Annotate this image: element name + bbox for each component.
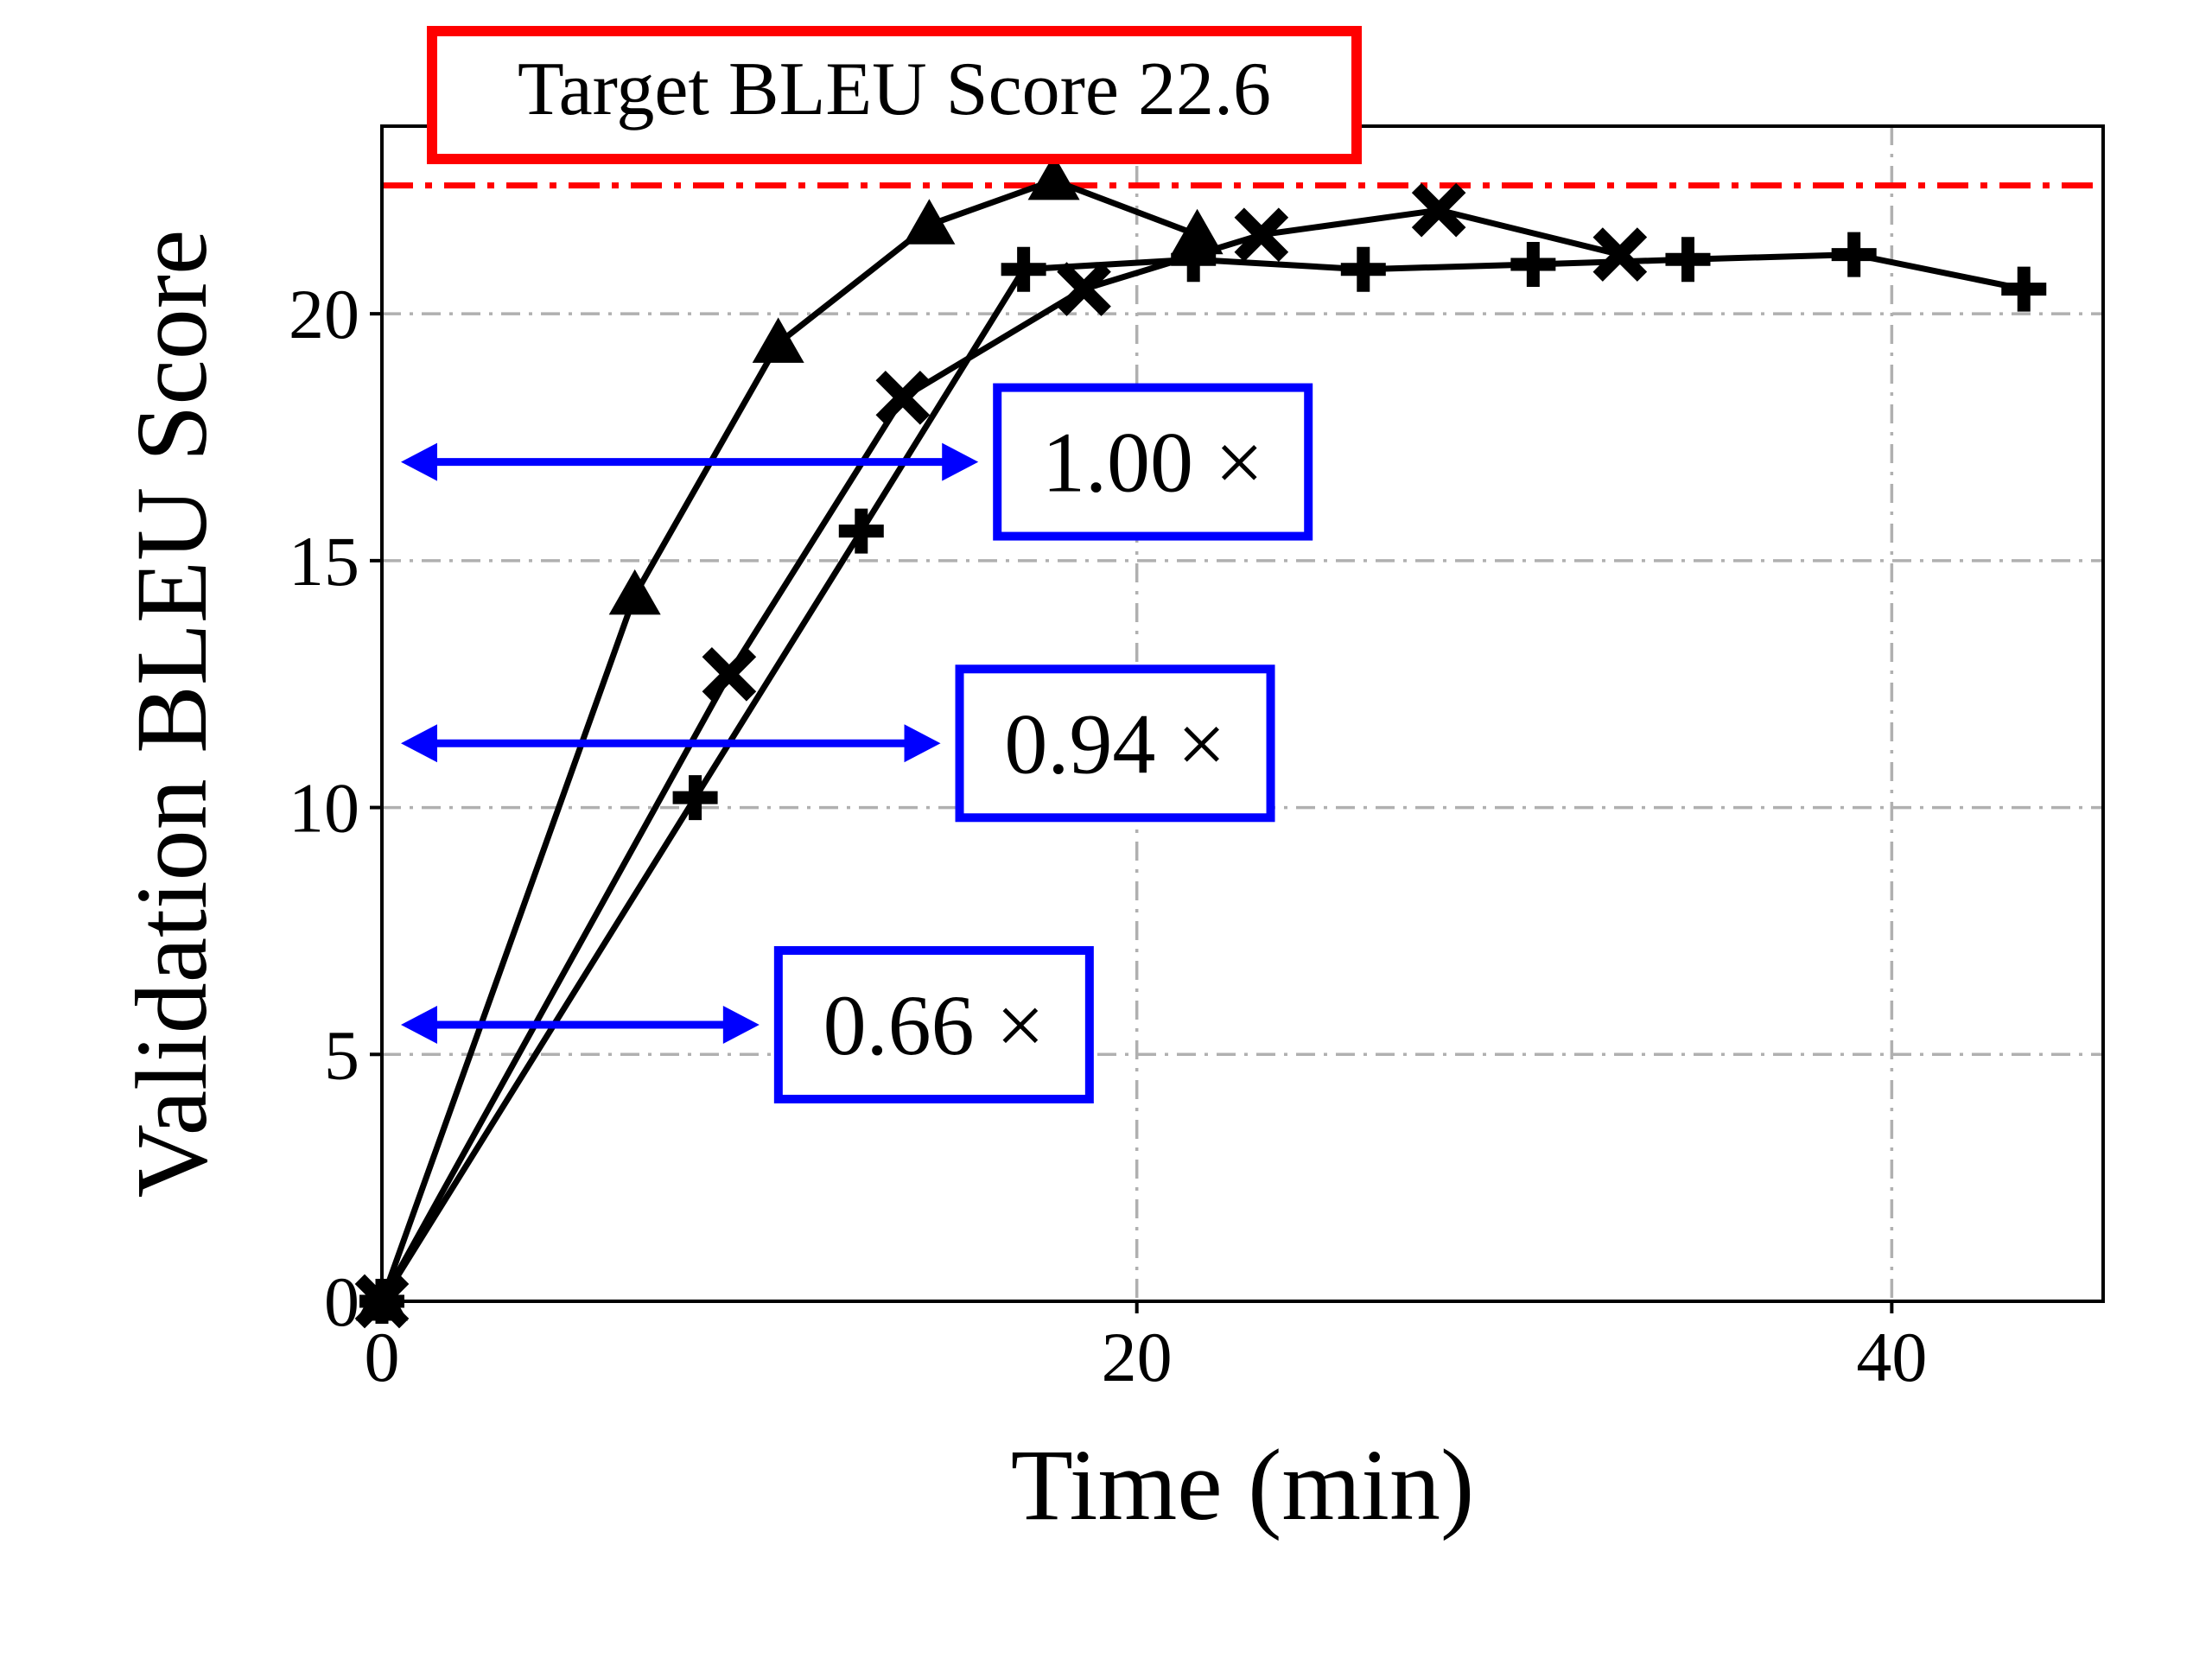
annotation-group: 1.00 × 0.94 × 0.66 × [401, 383, 1313, 1103]
plus-marker [1171, 237, 1217, 283]
x-tick-label: 0 [365, 1318, 400, 1396]
series-line-plus [379, 251, 2024, 1303]
grid [382, 126, 2103, 1301]
plus-marker [672, 775, 718, 821]
triangle-marker [1171, 208, 1224, 255]
annotation-box [993, 383, 1313, 541]
series-group [354, 154, 2047, 1329]
annotation-label: 1.00 × [1042, 415, 1263, 511]
annotation-arrow-left-head [401, 1006, 437, 1044]
plus-marker [1001, 246, 1046, 292]
ticks: 0 20 40 0 5 10 15 20 [289, 275, 1927, 1396]
annotation-box [955, 664, 1275, 823]
triangle-marker [608, 569, 661, 615]
y-tick-label: 10 [289, 769, 359, 848]
plus-marker [1831, 232, 1877, 277]
annotation-arrow-left-head [401, 724, 437, 763]
annotation-box [773, 946, 1094, 1103]
annotation-arrow-right-head [722, 1006, 760, 1044]
series-line-triangle [378, 177, 1198, 1303]
triangle-marker [752, 317, 804, 363]
y-axis-label: Validation BLEU Score [115, 230, 228, 1198]
annotation-arrow-right-head [904, 724, 941, 763]
triangle-marker [903, 199, 956, 245]
x-marker [1057, 262, 1111, 316]
x-marker [1592, 227, 1648, 282]
plus-marker [1665, 237, 1711, 283]
x-marker [875, 370, 931, 425]
annotation-label: 0.66 × [823, 977, 1045, 1073]
annotation-label: 0.94 × [1004, 696, 1225, 791]
y-tick-label: 0 [324, 1262, 359, 1341]
plus-marker [1340, 246, 1386, 292]
y-tick-label: 15 [289, 522, 359, 601]
x-marker [702, 646, 757, 702]
target-label: Target BLEU Score 22.6 [518, 48, 1271, 131]
annotation-arrow-left-head [401, 442, 437, 481]
plus-marker [1510, 242, 1556, 287]
y-tick-label: 20 [289, 275, 359, 353]
y-tick-label: 5 [324, 1015, 359, 1094]
triangle-marker [1027, 154, 1080, 200]
target-label-box: Target BLEU Score 22.6 [427, 26, 1362, 164]
x-tick-label: 20 [1102, 1318, 1173, 1396]
x-marker [1411, 182, 1466, 238]
plus-marker [838, 508, 884, 554]
x-marker [1234, 207, 1289, 263]
x-tick-label: 40 [1856, 1318, 1927, 1396]
plus-marker [2001, 266, 2047, 312]
target-label-frame [427, 26, 1362, 164]
annotation-arrow-right-head [942, 442, 979, 481]
x-axis-label: Time (min) [1011, 1428, 1475, 1541]
